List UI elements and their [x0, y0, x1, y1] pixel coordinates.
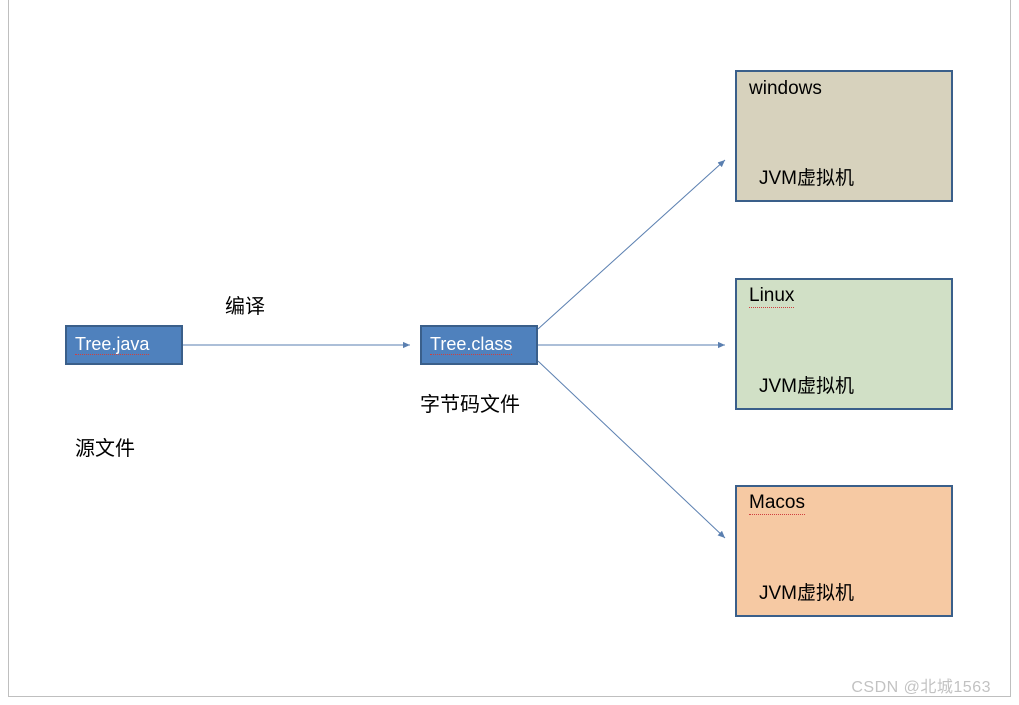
node-linux: Linux JVM虚拟机	[735, 278, 953, 410]
jvm-label-macos: JVM虚拟机	[749, 578, 854, 605]
node-source-file: Tree.java	[65, 325, 183, 365]
node-class-label: Tree.class	[430, 335, 512, 356]
node-class-file: Tree.class	[420, 325, 538, 365]
node-windows: windows JVM虚拟机	[735, 70, 953, 202]
node-macos: Macos JVM虚拟机	[735, 485, 953, 617]
label-compile: 编译	[225, 290, 265, 319]
jvm-label-windows: JVM虚拟机	[749, 163, 854, 190]
jvm-label-linux: JVM虚拟机	[749, 371, 854, 398]
node-source-label: Tree.java	[75, 335, 149, 356]
watermark: CSDN @北城1563	[851, 673, 991, 697]
os-label-macos: Macos	[749, 493, 805, 515]
label-source-file: 源文件	[75, 432, 135, 461]
label-bytecode-file: 字节码文件	[420, 388, 520, 417]
os-label-linux: Linux	[749, 286, 794, 308]
os-label-windows: windows	[749, 78, 822, 100]
